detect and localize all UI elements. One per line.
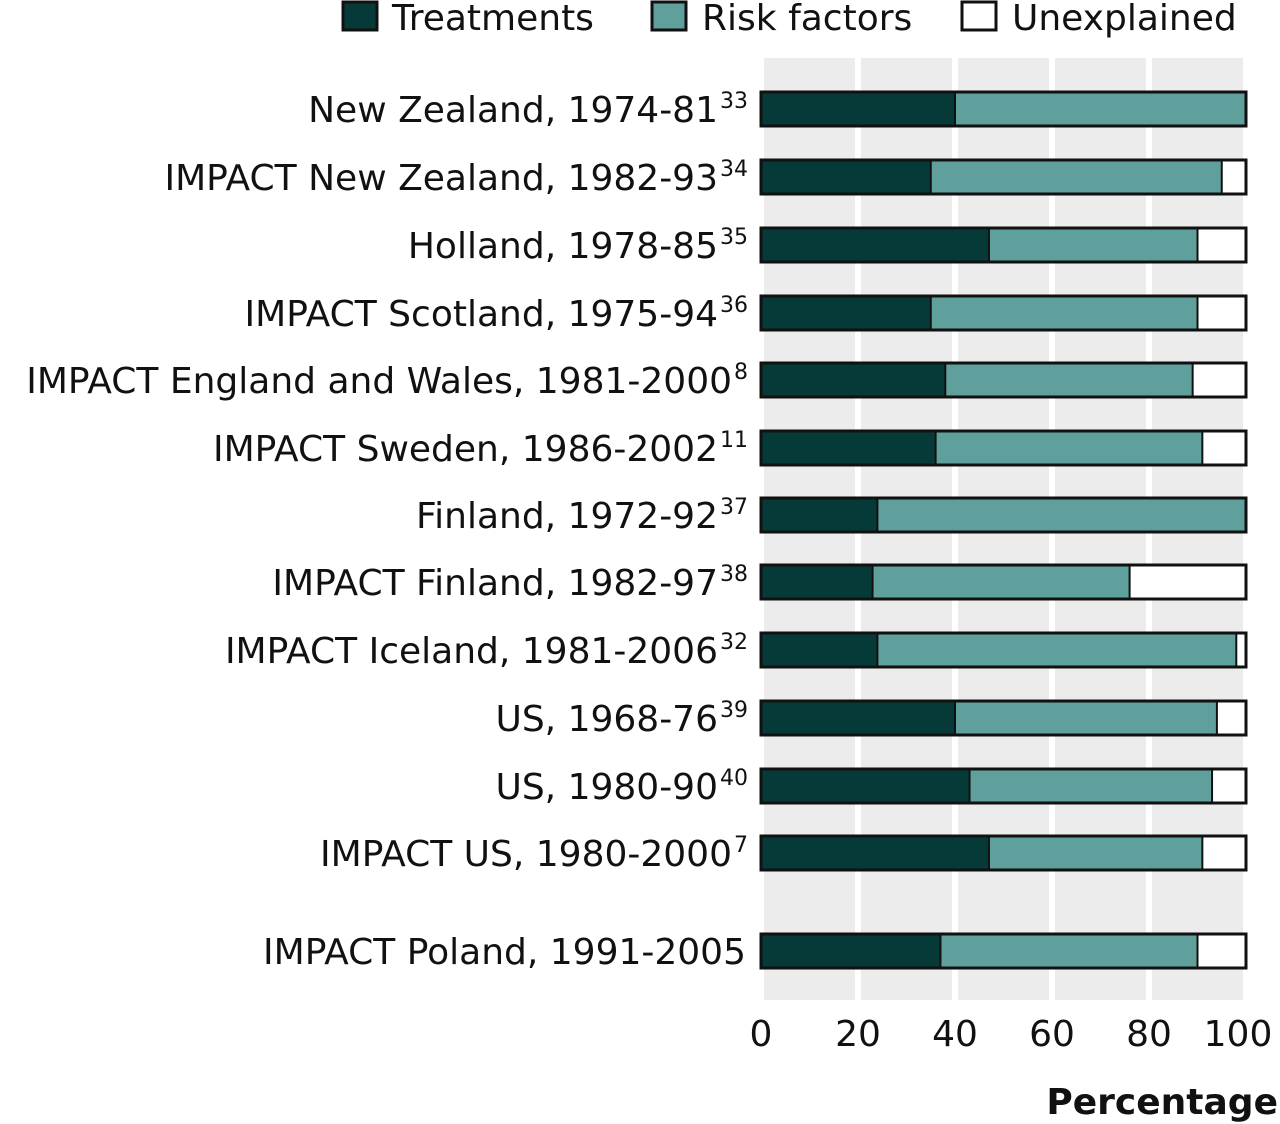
bar-outline (759, 294, 1248, 332)
bar-segment-treatments (761, 92, 955, 126)
category-label: Finland, 1972-9237 (416, 495, 748, 537)
bar-outline (759, 631, 1248, 669)
bar-outline (759, 429, 1248, 467)
bar-segment-unexplained (1221, 160, 1246, 194)
bar-outline (759, 361, 1248, 399)
bar-segment-unexplained (1202, 836, 1246, 870)
x-tick-label: 20 (835, 1014, 881, 1055)
bar-segment-risk_factors (988, 836, 1203, 870)
bar-segment-treatments (761, 296, 931, 330)
bar-segment-risk_factors (872, 565, 1130, 599)
bar-segment-risk_factors (945, 363, 1193, 397)
bar-segment-unexplained (1192, 363, 1246, 397)
x-tick-label: 100 (1204, 1014, 1273, 1055)
legend-swatch-risk_factors (650, 0, 688, 32)
bar-segment-treatments (761, 633, 878, 667)
bar-outline (759, 496, 1248, 534)
bar-segment-treatments (761, 431, 936, 465)
bar-segment-treatments (761, 363, 946, 397)
bar-outline (759, 699, 1248, 737)
bar-segment-risk_factors (877, 498, 1246, 532)
x-axis-ticks: 0 20 40 60 80 100 (750, 1014, 1273, 1055)
category-label: IMPACT New Zealand, 1982-9334 (164, 157, 748, 199)
bar-segment-risk_factors (930, 296, 1198, 330)
bar-segment-unexplained (1202, 431, 1246, 465)
category-label: IMPACT Scotland, 1975-9436 (245, 293, 748, 335)
bar-segment-treatments (761, 160, 931, 194)
bar-segment-risk_factors (955, 701, 1217, 735)
bar-segment-treatments (761, 836, 989, 870)
bar-segment-risk_factors (940, 934, 1198, 968)
bar-segment-risk_factors (988, 228, 1198, 262)
bar-segment-unexplained (1216, 701, 1246, 735)
bar-outline (759, 90, 1248, 128)
category-label: IMPACT Iceland, 1981-200632 (225, 630, 748, 672)
bar-segment-unexplained (1236, 633, 1246, 667)
bar-outline (759, 834, 1248, 872)
legend-swatch-treatments (341, 0, 379, 32)
bar-segment-treatments (761, 769, 970, 803)
x-tick-label: 0 (750, 1014, 773, 1055)
bar-segment-treatments (761, 934, 941, 968)
category-label: US, 1980-9040 (495, 766, 748, 808)
category-label: IMPACT Finland, 1982-9738 (272, 562, 748, 604)
bar-segment-treatments (761, 498, 878, 532)
bar-segment-treatments (761, 228, 989, 262)
bar-segment-risk_factors (877, 633, 1237, 667)
x-axis-title: Percentage (1046, 1082, 1278, 1123)
legend: Treatments Risk factors Unexplained (341, 0, 1237, 39)
category-labels: New Zealand, 1974-8133 IMPACT New Zealand… (26, 89, 748, 973)
bar-segment-risk_factors (955, 92, 1246, 126)
x-tick-label: 60 (1029, 1014, 1075, 1055)
category-label: IMPACT Sweden, 1986-200211 (213, 428, 748, 470)
bars (759, 90, 1248, 970)
bar-outline (759, 226, 1248, 264)
bar-segment-unexplained (1197, 228, 1246, 262)
category-label: Holland, 1978-8535 (408, 225, 748, 267)
category-label: IMPACT US, 1980-20007 (320, 833, 748, 875)
bar-segment-unexplained (1129, 565, 1246, 599)
bar-segment-risk_factors (969, 769, 1213, 803)
bar-segment-treatments (761, 565, 873, 599)
category-label: IMPACT England and Wales, 1981-20008 (26, 360, 748, 402)
x-tick-label: 80 (1126, 1014, 1172, 1055)
legend-label-treatments: Treatments (391, 0, 594, 39)
bar-outline (759, 158, 1248, 196)
legend-swatch-unexplained (960, 0, 998, 32)
bar-outline (759, 932, 1248, 970)
bar-segment-treatments (761, 701, 955, 735)
legend-label-risk_factors: Risk factors (702, 0, 912, 39)
bar-outline (759, 767, 1248, 805)
bar-segment-unexplained (1197, 296, 1246, 330)
legend-label-unexplained: Unexplained (1012, 0, 1237, 39)
bar-segment-unexplained (1212, 769, 1246, 803)
x-tick-label: 40 (932, 1014, 978, 1055)
bar-outline (759, 563, 1248, 601)
bar-segment-risk_factors (930, 160, 1222, 194)
bar-segment-risk_factors (935, 431, 1203, 465)
category-label: IMPACT Poland, 1991-2005 (263, 932, 746, 973)
bar-segment-unexplained (1197, 934, 1246, 968)
category-label: New Zealand, 1974-8133 (308, 89, 748, 131)
category-label: US, 1968-7639 (495, 698, 748, 740)
